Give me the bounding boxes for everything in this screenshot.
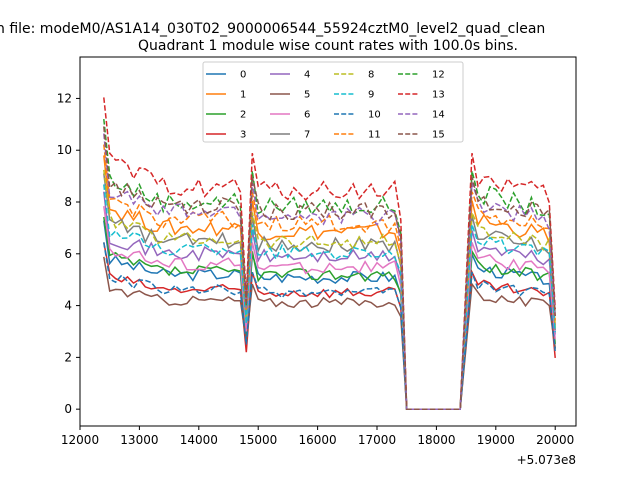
x-tick-label: 18000 — [417, 433, 455, 447]
legend-label-1: 1 — [240, 90, 246, 101]
y-tick-label: 4 — [64, 299, 72, 313]
legend-label-14: 14 — [432, 110, 445, 121]
legend-label-2: 2 — [240, 110, 246, 121]
series-line-9 — [103, 184, 556, 410]
legend-label-4: 4 — [304, 70, 310, 81]
legend-label-8: 8 — [368, 70, 374, 81]
legend-box — [202, 61, 464, 143]
y-tick-label: 10 — [57, 143, 72, 157]
legend-label-5: 5 — [304, 90, 310, 101]
legend-label-10: 10 — [368, 110, 381, 121]
series-line-8 — [103, 169, 556, 410]
y-tick-label: 2 — [64, 350, 72, 364]
x-tick-label: 16000 — [299, 433, 337, 447]
x-offset-label: +5.073e8 — [517, 453, 576, 467]
x-tick-label: 14000 — [180, 433, 218, 447]
series-line-7 — [103, 173, 556, 410]
legend-label-12: 12 — [432, 70, 445, 81]
y-axis: 0 2 4 6 8 10 12 — [57, 91, 80, 416]
y-tick-label: 6 — [64, 247, 72, 261]
legend-label-13: 13 — [432, 90, 445, 101]
series-line-5 — [103, 256, 556, 410]
figure-suptitle: n file: modeM0/AS1A14_030T02_9000006544_… — [0, 21, 545, 37]
x-axis: 12000 13000 14000 15000 16000 17000 18000 19000… — [61, 426, 574, 447]
series-line-11 — [103, 144, 556, 410]
series-line-3 — [103, 242, 556, 410]
x-tick-label: 15000 — [239, 433, 277, 447]
y-tick-label: 12 — [57, 91, 72, 105]
legend-label-0: 0 — [240, 70, 246, 81]
legend-label-9: 9 — [368, 90, 374, 101]
x-tick-label: 19000 — [477, 433, 515, 447]
y-tick-label: 0 — [64, 402, 72, 416]
legend-label-11: 11 — [368, 130, 381, 141]
series-line-14 — [103, 133, 556, 410]
series-line-1 — [103, 155, 556, 410]
x-tick-label: 12000 — [61, 433, 99, 447]
series-line-10 — [103, 242, 556, 410]
series-line-6 — [103, 206, 556, 410]
x-tick-label: 17000 — [358, 433, 396, 447]
x-tick-label: 13000 — [120, 433, 158, 447]
legend-label-6: 6 — [304, 110, 310, 121]
plot-area — [103, 97, 556, 410]
series-line-4 — [103, 191, 556, 410]
x-tick-label: 20000 — [536, 433, 574, 447]
chart-title: Quadrant 1 module wise count rates with … — [138, 38, 518, 54]
series-line-15 — [103, 126, 556, 410]
series-line-12 — [103, 119, 556, 410]
legend-label-3: 3 — [240, 130, 246, 141]
axes-frame — [79, 56, 577, 427]
series-line-13 — [103, 97, 556, 410]
series-line-2 — [103, 216, 556, 410]
y-tick-label: 8 — [64, 195, 72, 209]
legend-label-15: 15 — [432, 130, 445, 141]
legend-label-7: 7 — [304, 130, 310, 141]
